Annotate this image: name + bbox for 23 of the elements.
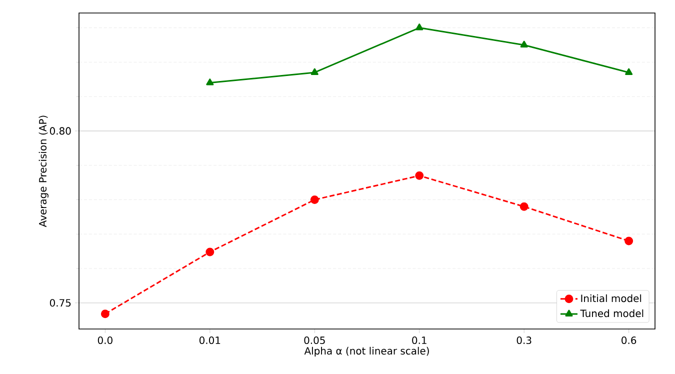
x-tick-label: 0.0 xyxy=(98,336,112,344)
y-tick-label: 0.75 xyxy=(50,299,71,307)
x-tick-label: 0.3 xyxy=(516,336,532,344)
point xyxy=(624,236,634,246)
point xyxy=(520,202,528,211)
legend-label: Initial model xyxy=(581,294,642,302)
x-tick-label: 0.05 xyxy=(304,336,325,344)
x-tick-label: 0.6 xyxy=(622,336,636,344)
point xyxy=(625,68,633,75)
x-tick-label: 0.1 xyxy=(412,336,426,344)
point xyxy=(415,171,424,180)
x-tick-label: 0.01 xyxy=(199,336,220,344)
point xyxy=(310,195,319,204)
y-axis-title: Average Precision (AP) xyxy=(38,116,48,228)
x-axis-title: Alpha α (not linear scale) xyxy=(304,346,429,357)
y-tick-label: 0.80 xyxy=(50,127,71,135)
point xyxy=(206,248,214,256)
legend-label: Tuned model xyxy=(580,309,644,318)
point xyxy=(520,40,528,48)
point xyxy=(206,78,214,86)
point xyxy=(100,310,110,318)
point xyxy=(416,24,424,30)
point xyxy=(310,68,318,75)
